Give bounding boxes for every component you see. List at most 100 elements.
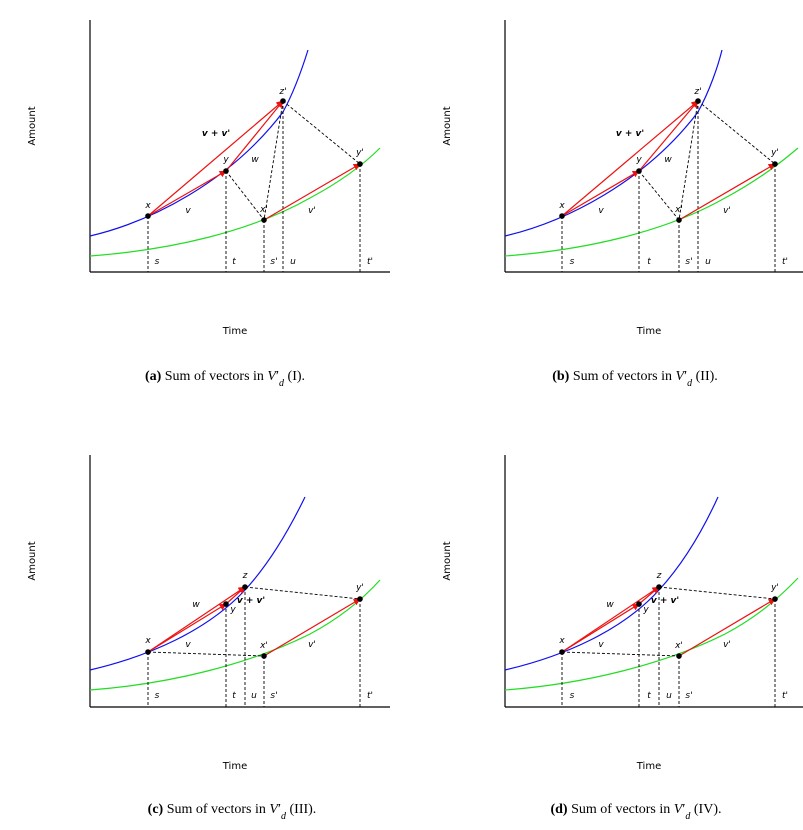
caption-suffix: (IV). xyxy=(694,802,722,817)
point-x xyxy=(145,649,151,655)
label-yp: y' xyxy=(770,583,779,593)
caption: (d) Sum of vectors in V′d (IV). xyxy=(550,802,721,822)
caption-text: Sum of vectors in xyxy=(571,802,670,817)
label-v: v xyxy=(185,640,191,650)
label-sp: s' xyxy=(685,257,692,267)
label-xp: x' xyxy=(674,641,683,651)
caption-math-prime: ′ xyxy=(276,369,279,384)
vector-sum xyxy=(561,100,699,217)
panel-a: Amount Time x y z' x' y' v w v' v + v' s t u s' t' (a) S… xyxy=(27,20,390,389)
panel-c: Amount Time x y z x' y' v w v' v + v' s t u s' t' (c) Su… xyxy=(27,455,390,822)
label-w: w xyxy=(664,155,672,165)
y-axis-label: Amount xyxy=(442,106,453,145)
label-z: z xyxy=(242,571,248,581)
label-w: w xyxy=(251,155,259,165)
caption-math-base: V xyxy=(267,369,277,384)
label-sum: v + v' xyxy=(651,596,679,606)
label-v: v xyxy=(185,206,191,216)
point-y xyxy=(636,601,642,607)
label-y: y xyxy=(642,605,649,615)
curve-secondary xyxy=(504,147,799,257)
label-vp: v' xyxy=(308,640,316,650)
caption-suffix: (III). xyxy=(290,802,317,817)
vector-sum xyxy=(147,586,246,653)
label-tp: t' xyxy=(782,257,788,267)
label-yp: y' xyxy=(355,583,364,593)
label-v: v xyxy=(598,640,604,650)
guide-z-xp xyxy=(263,100,284,221)
label-yp: y' xyxy=(770,148,779,158)
label-z: z' xyxy=(693,87,701,97)
caption-tag: (c) xyxy=(148,802,164,817)
label-u: u xyxy=(290,257,296,267)
vector-v xyxy=(147,170,227,217)
panel-b: Amount Time x y z' x' y' v w v' v + v' s t u s' t' (b) S… xyxy=(442,20,803,389)
label-y: y xyxy=(222,155,229,165)
caption: (a) Sum of vectors in V′d (I). xyxy=(145,369,305,389)
label-tp: t' xyxy=(782,691,788,701)
caption-math-prime: ′ xyxy=(278,802,281,817)
label-w: w xyxy=(606,600,614,610)
x-axis-label: Time xyxy=(222,761,247,772)
guide-horizontal xyxy=(147,651,265,657)
caption-math-base: V xyxy=(674,802,684,817)
guide-z-xp xyxy=(678,100,699,221)
label-xp: x' xyxy=(674,205,683,215)
caption-math-base: V xyxy=(676,369,686,384)
vector-w xyxy=(638,100,699,172)
x-axis-label: Time xyxy=(636,761,661,772)
label-t: t xyxy=(647,691,651,701)
caption-math-prime: ′ xyxy=(682,802,685,817)
label-yp: y' xyxy=(355,148,364,158)
label-sum: v + v' xyxy=(237,596,265,606)
curve-primary xyxy=(89,49,309,237)
label-u: u xyxy=(666,691,672,701)
guide-y-xp xyxy=(225,170,265,221)
guide-z-yp xyxy=(282,100,361,165)
label-sp: s' xyxy=(270,691,277,701)
point-xp xyxy=(261,653,267,659)
vector-v-prime xyxy=(263,163,361,221)
caption-math-sub: d xyxy=(687,378,693,389)
point-y xyxy=(223,601,229,607)
vector-v-prime xyxy=(263,598,361,657)
caption: (b) Sum of vectors in V′d (II). xyxy=(552,369,718,389)
panel-d: Amount Time x y z x' y' v w v' v + v' s t u s' t' (d) Su… xyxy=(442,455,803,822)
label-z: z' xyxy=(278,87,286,97)
label-y: y xyxy=(229,605,236,615)
caption-text: Sum of vectors in xyxy=(165,369,264,384)
vector-v-prime xyxy=(678,163,776,221)
caption-math-base: V xyxy=(269,802,279,817)
label-s: s xyxy=(570,691,575,701)
point-yp xyxy=(772,596,778,602)
label-tp: t' xyxy=(367,257,373,267)
guide-horizontal xyxy=(561,651,680,657)
label-y: y xyxy=(635,155,642,165)
caption-text: Sum of vectors in xyxy=(167,802,266,817)
x-axis-label: Time xyxy=(636,326,661,337)
label-x: x xyxy=(558,201,565,211)
label-vp: v' xyxy=(308,206,316,216)
point-yp xyxy=(357,161,363,167)
curve-primary xyxy=(504,496,719,671)
label-vp: v' xyxy=(723,206,731,216)
point-y xyxy=(223,168,229,174)
guide-z-yp xyxy=(697,100,776,165)
y-axis-label: Amount xyxy=(27,541,38,580)
guide-z-yp xyxy=(658,586,776,600)
caption-math-prime: ′ xyxy=(684,369,687,384)
point-xp xyxy=(261,217,267,223)
label-u: u xyxy=(251,691,257,701)
label-t: t xyxy=(232,257,236,267)
x-axis-label: Time xyxy=(222,326,247,337)
caption-tag: (b) xyxy=(552,369,569,384)
guide-z-yp xyxy=(244,586,361,600)
label-s: s xyxy=(155,691,160,701)
label-x: x xyxy=(144,636,151,646)
caption-tag: (a) xyxy=(145,369,162,384)
label-z: z xyxy=(656,571,662,581)
caption-math-sub: d xyxy=(281,811,287,822)
label-t: t xyxy=(647,257,651,267)
curve-secondary xyxy=(504,577,799,691)
